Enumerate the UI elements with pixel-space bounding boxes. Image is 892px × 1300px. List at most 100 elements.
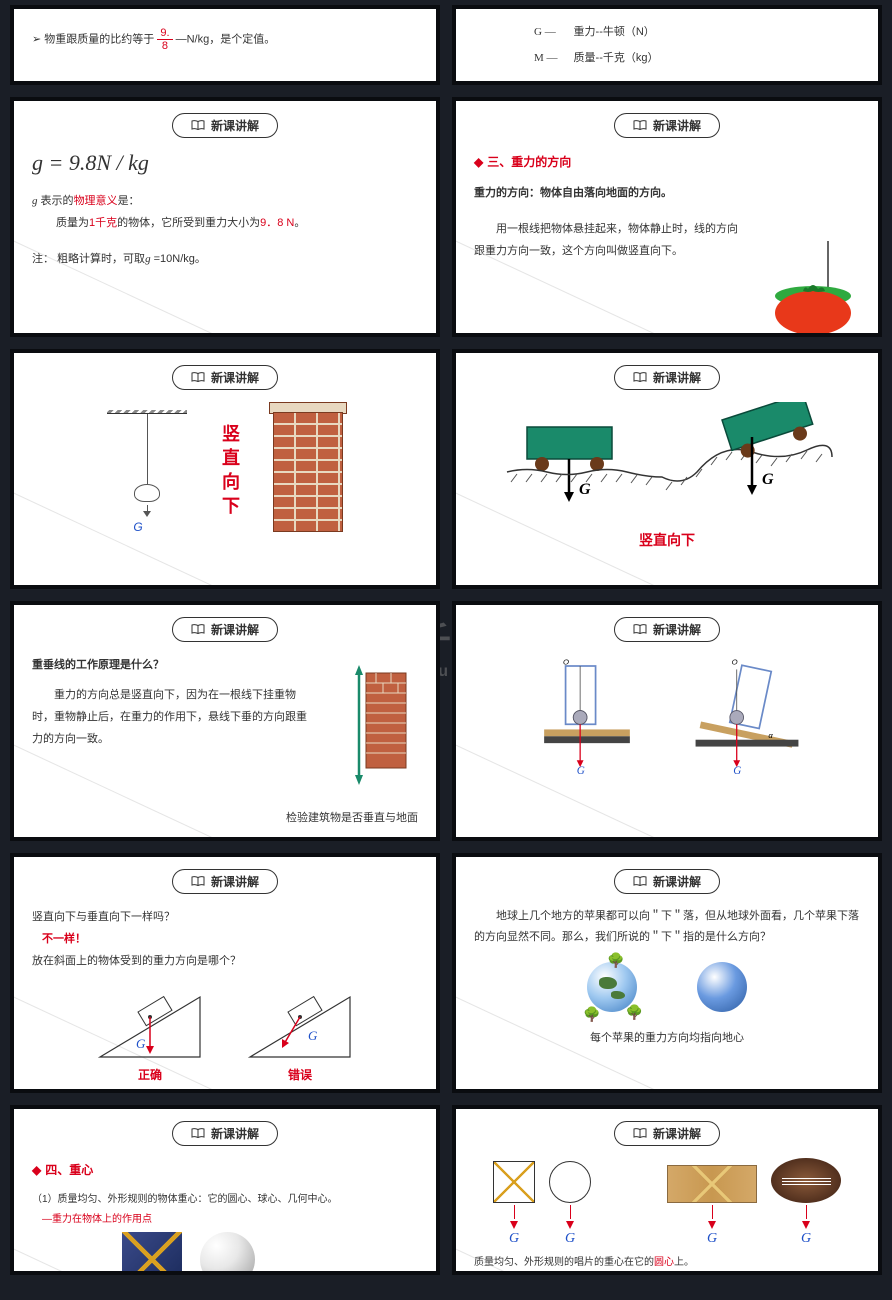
header-label: 新课讲解 bbox=[211, 1125, 259, 1142]
book-icon bbox=[191, 1128, 205, 1139]
header-label: 新课讲解 bbox=[211, 117, 259, 134]
pendulum-diagrams: O G O bbox=[474, 654, 860, 774]
m-symbol: M — bbox=[534, 47, 558, 69]
slide-4b: 新课讲解 O G O bbox=[452, 601, 882, 841]
book-icon bbox=[633, 120, 647, 131]
book-icon bbox=[633, 372, 647, 383]
text: 重力的方向总是竖直向下，因为在一根线下挂重物时，重物静止后，在重力的作用下，悬线… bbox=[32, 684, 308, 750]
book-icon bbox=[191, 372, 205, 383]
label: 竖直向下 bbox=[474, 530, 860, 550]
header-pill: 新课讲解 bbox=[172, 869, 278, 894]
wrong-label: 错误 bbox=[240, 1066, 360, 1083]
ball-icon bbox=[200, 1232, 255, 1275]
cart-diagram: G G bbox=[474, 402, 860, 522]
svg-text:α: α bbox=[768, 731, 773, 740]
g-def: 重力--牛顿（N） bbox=[574, 21, 860, 43]
slide-4a: 新课讲解 重垂线的工作原理是什么？ 重力的方向总是竖直向下，因为在一根线下挂重物… bbox=[10, 601, 440, 841]
square-icon bbox=[493, 1161, 535, 1203]
book-icon bbox=[633, 1128, 647, 1139]
slide-5b: 新课讲解 地球上几个地方的苹果都可以向＂下＂落，但从地球外面看，几个苹果下落的方… bbox=[452, 853, 882, 1093]
globes: 🌳 🌳 🌳 bbox=[474, 962, 860, 1015]
slide-6a: 新课讲解 ◆四、重心 （1）质量均匀、外形规则的物体重心：它的圆心、球心、几何中… bbox=[10, 1105, 440, 1275]
text: 质量均匀、外形规则的唱片的重心在它的 bbox=[474, 1257, 654, 1268]
header-pill: 新课讲解 bbox=[614, 365, 720, 390]
book-icon bbox=[633, 876, 647, 887]
wood-icon bbox=[667, 1165, 757, 1203]
header-label: 新课讲解 bbox=[653, 117, 701, 134]
bullet: ➢ bbox=[32, 34, 41, 46]
g-label: G bbox=[509, 1231, 519, 1247]
svg-text:G: G bbox=[733, 765, 741, 774]
header-label: 新课讲解 bbox=[211, 369, 259, 386]
header-pill: 新课讲解 bbox=[614, 869, 720, 894]
svg-text:G: G bbox=[577, 765, 585, 774]
slide-3b: 新课讲解 G bbox=[452, 349, 882, 589]
text: 是： bbox=[118, 195, 140, 207]
book-icon bbox=[191, 120, 205, 131]
header-label: 新课讲解 bbox=[653, 621, 701, 638]
header-pill: 新课讲解 bbox=[172, 1121, 278, 1146]
slide-1b: G — 重力--牛顿（N） M — 质量--千克（kg） bbox=[452, 5, 882, 85]
text: 重力的方向：物体自由落向地面的方向。 bbox=[474, 182, 860, 204]
svg-text:O: O bbox=[732, 657, 738, 666]
answer: 不一样！ bbox=[32, 928, 418, 950]
text: 上。 bbox=[674, 1257, 694, 1268]
header-pill: 新课讲解 bbox=[172, 365, 278, 390]
caption: 检验建筑物是否垂直与地面 bbox=[286, 809, 418, 825]
question-2: 放在斜面上的物体受到的重力方向是哪个？ bbox=[32, 950, 418, 972]
slide-5a: 新课讲解 竖直向下与垂直向下一样吗？ 不一样！ 放在斜面上的物体受到的重力方向是… bbox=[10, 853, 440, 1093]
box-icon bbox=[122, 1232, 182, 1275]
text: 质量为 bbox=[56, 217, 89, 229]
tomato-diagram bbox=[763, 241, 863, 337]
slides-grid: ➢ 物重跟质量的比约等于 9. 8 —N/kg，是个定值。 G — 重力--牛顿… bbox=[0, 0, 892, 1280]
book-icon bbox=[191, 876, 205, 887]
g-label: G bbox=[565, 1231, 575, 1247]
globe-icon bbox=[697, 962, 747, 1012]
section-title: 三、重力的方向 bbox=[487, 155, 571, 169]
header-label: 新课讲解 bbox=[653, 1125, 701, 1142]
red-text: 1千克 bbox=[89, 217, 117, 229]
svg-text:G: G bbox=[308, 1028, 318, 1043]
brick-vertical bbox=[341, 665, 411, 793]
brick-wall bbox=[273, 412, 343, 532]
text: 注： 粗略计算时，可取 bbox=[32, 253, 145, 265]
slide-2a: 新课讲解 g = 9.8N / kg g g 表示的物理意义是： 质量为1千克的… bbox=[10, 97, 440, 337]
question: 重垂线的工作原理是什么？ bbox=[32, 654, 308, 676]
header-label: 新课讲解 bbox=[211, 873, 259, 890]
book-icon bbox=[633, 624, 647, 635]
g-label: G bbox=[579, 481, 591, 498]
header-pill: 新课讲解 bbox=[614, 1121, 720, 1146]
text: （1）质量均匀、外形规则的物体重心：它的圆心、球心、几何中心。 bbox=[32, 1190, 418, 1210]
question: 竖直向下与垂直向下一样吗？ bbox=[32, 906, 418, 928]
red-text: 圆心 bbox=[654, 1257, 674, 1268]
slide-1a: ➢ 物重跟质量的比约等于 9. 8 —N/kg，是个定值。 bbox=[10, 5, 440, 85]
sub-text: —重力在物体上的作用点 bbox=[32, 1210, 418, 1230]
section-title: 四、重心 bbox=[45, 1163, 93, 1177]
g-label: G bbox=[762, 471, 774, 488]
text: =10N/kg。 bbox=[151, 253, 206, 265]
header-label: 新课讲解 bbox=[653, 369, 701, 386]
text: 的物体，它所受到重力大小为 bbox=[117, 217, 260, 229]
text: —N/kg，是个定值。 bbox=[176, 34, 276, 46]
circle-icon bbox=[549, 1161, 591, 1203]
g-label: G bbox=[801, 1231, 811, 1247]
red-text: 物理意义 bbox=[74, 195, 118, 207]
header-label: 新课讲解 bbox=[653, 873, 701, 890]
svg-text:O: O bbox=[563, 657, 569, 666]
vertical-text: 竖直向下 bbox=[217, 424, 243, 520]
fraction: 9. 8 bbox=[157, 27, 172, 52]
svg-text:G: G bbox=[136, 1036, 146, 1051]
items-row bbox=[32, 1232, 418, 1275]
g-symbol: G — bbox=[534, 21, 558, 43]
red-text: 9．8 N bbox=[260, 217, 294, 229]
items-row: G G G G bbox=[474, 1158, 860, 1247]
text: 地球上几个地方的苹果都可以向＂下＂落，但从地球外面看，几个苹果下落的方向显然不同… bbox=[474, 906, 860, 948]
cd-icon bbox=[605, 1199, 653, 1247]
football-icon bbox=[771, 1158, 841, 1203]
plumb-bob: G bbox=[107, 410, 187, 534]
header-pill: 新课讲解 bbox=[172, 617, 278, 642]
g-label: G bbox=[707, 1231, 717, 1247]
g-label: G bbox=[133, 520, 142, 534]
book-icon bbox=[191, 624, 205, 635]
slide-6b: 新课讲解 G G G G 质量均匀、外形规则的唱片的重心在它的圆心上。 质地均匀… bbox=[452, 1105, 882, 1275]
